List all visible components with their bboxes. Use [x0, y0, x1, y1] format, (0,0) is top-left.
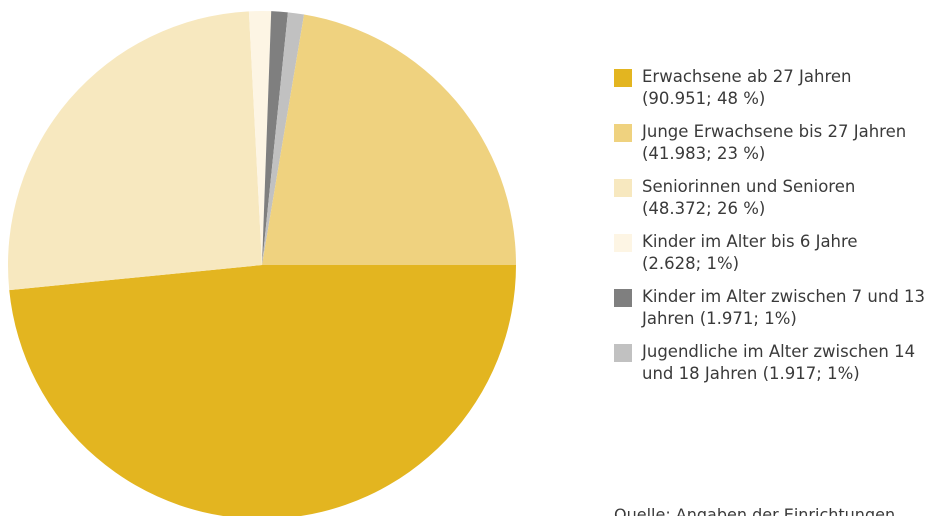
- legend-swatch: [614, 234, 632, 252]
- pie-slice: [262, 12, 305, 266]
- legend-swatch: [614, 69, 632, 87]
- legend-label: Junge Erwachsene bis 27 Jahren: [642, 122, 907, 141]
- legend-item: Seniorinnen und Senioren (48.372; 26 %): [614, 176, 949, 231]
- legend-label: Seniorinnen und Senioren: [642, 177, 856, 196]
- legend-item: Erwachsene ab 27 Jahren (90.951; 48 %): [614, 66, 949, 121]
- legend-value: (1.917; 1%): [762, 364, 860, 383]
- legend-value: (1.971; 1%): [699, 309, 797, 328]
- legend-item: Junge Erwachsene bis 27 Jahren (41.983; 2…: [614, 121, 949, 176]
- pie-slice: [262, 11, 288, 265]
- source-note: Quelle: Angaben der Einrichtungen: [614, 505, 896, 516]
- pie-slice: [248, 10, 272, 265]
- legend-label: Erwachsene ab 27 Jahren: [642, 67, 852, 86]
- legend-label: Jugendliche im Alter zwischen 14 und 18 …: [642, 342, 916, 383]
- legend-swatch: [614, 179, 632, 197]
- legend-label: Kinder im Alter zwischen 7 und 13 Jahren: [642, 287, 926, 328]
- legend-value: (2.628; 1%): [642, 254, 740, 273]
- legend-label: Kinder im Alter bis 6 Jahre: [642, 232, 858, 251]
- pie-chart: [7, 10, 516, 516]
- pie-slice: [9, 265, 516, 516]
- legend-swatch: [614, 344, 632, 362]
- pie-slice: [7, 11, 262, 291]
- legend-swatch: [614, 289, 632, 307]
- legend-item: Kinder im Alter zwischen 7 und 13 Jahren…: [614, 286, 942, 341]
- legend-swatch: [614, 124, 632, 142]
- legend-value: (48.372; 26 %): [642, 199, 766, 218]
- legend-item: Kinder im Alter bis 6 Jahre (2.628; 1%): [614, 231, 949, 286]
- legend-value: (90.951; 48 %): [642, 89, 766, 108]
- legend-item: Jugendliche im Alter zwischen 14 und 18 …: [614, 341, 942, 396]
- legend-value: (41.983; 23 %): [642, 144, 766, 163]
- pie-slice: [262, 14, 516, 265]
- legend: Erwachsene ab 27 Jahren (90.951; 48 %) Jun…: [614, 66, 949, 396]
